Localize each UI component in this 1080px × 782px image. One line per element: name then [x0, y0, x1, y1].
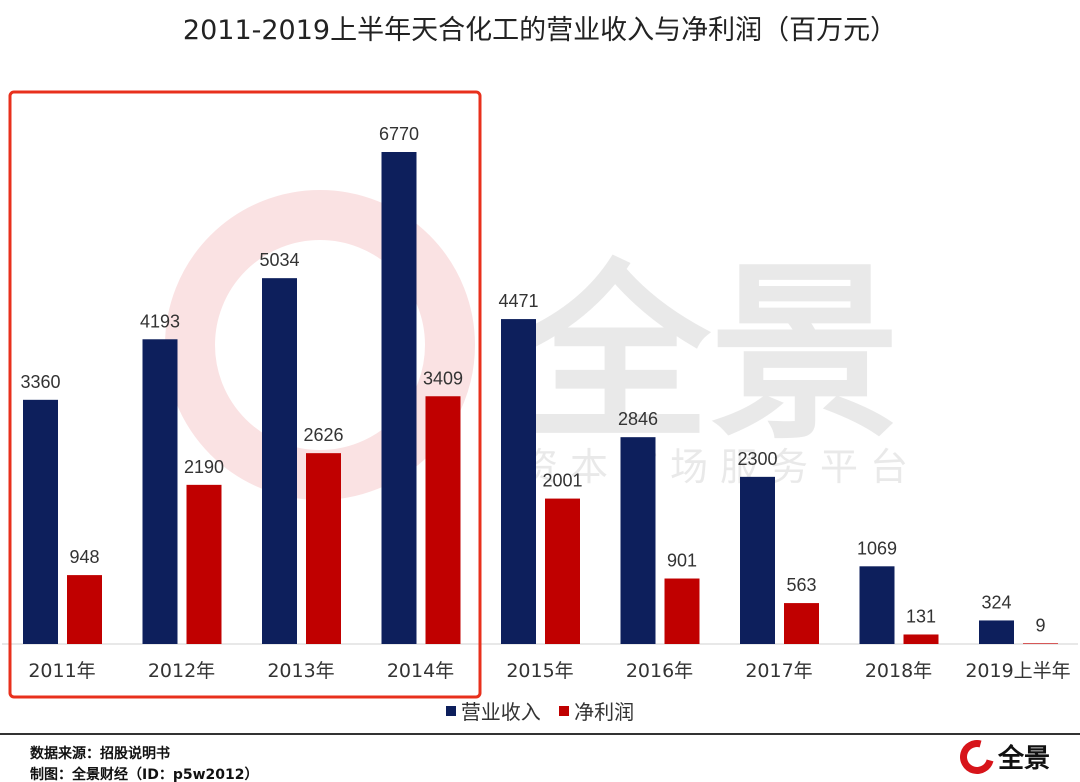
data-label: 9	[1035, 615, 1045, 635]
data-label: 3409	[423, 368, 463, 388]
data-label: 563	[786, 575, 816, 595]
data-label: 2001	[542, 471, 582, 491]
bar	[23, 399, 58, 644]
x-tick-label: 2019上半年	[965, 660, 1070, 682]
footer-divider	[0, 733, 1080, 735]
bar	[545, 498, 580, 644]
data-label: 131	[906, 606, 936, 626]
legend: 营业收入 净利润	[0, 696, 1080, 725]
data-label: 2300	[737, 449, 777, 469]
x-tick-label: 2018年	[865, 660, 932, 682]
data-label: 2190	[184, 457, 224, 477]
data-label: 1069	[857, 538, 897, 558]
data-label: 6770	[379, 124, 419, 144]
legend-item-revenue: 营业收入	[445, 696, 541, 725]
bar	[142, 339, 178, 644]
bar	[859, 566, 895, 644]
logo-icon	[953, 733, 1001, 780]
bar	[784, 603, 819, 644]
x-tick-label: 2012年	[148, 660, 215, 682]
x-tick-label: 2015年	[506, 660, 573, 682]
data-label: 948	[69, 547, 99, 567]
bar	[262, 278, 297, 644]
bar	[425, 396, 461, 644]
x-tick-label: 2011年	[28, 660, 95, 682]
bar	[501, 319, 536, 644]
highlight-box	[8, 90, 482, 699]
watermark-text: 全景	[519, 244, 900, 465]
x-tick-label: 2016年	[626, 660, 693, 682]
x-tick-label: 2013年	[267, 660, 334, 682]
source-note: 数据来源：招股说明书	[30, 746, 170, 762]
credit-note: 制图：全景财经（ID：p5w2012）	[30, 767, 259, 782]
bar	[740, 476, 775, 644]
bar	[664, 578, 700, 644]
x-tick-label: 2014年	[387, 660, 454, 682]
watermark-subtitle: 资本市场服务平台	[520, 445, 920, 489]
data-label: 5034	[259, 250, 299, 270]
bar	[979, 620, 1014, 644]
data-label: 324	[981, 592, 1011, 612]
bar	[381, 152, 417, 644]
brand-logo: 全景	[953, 733, 1050, 780]
chart-title: 2011-2019上半年天合化工的营业收入与净利润（百万元）	[182, 15, 898, 46]
data-label: 4193	[140, 311, 180, 331]
data-label: 2846	[618, 409, 658, 429]
bar	[186, 484, 222, 644]
data-label: 901	[667, 551, 697, 571]
data-label: 2626	[303, 425, 343, 445]
legend-swatch	[559, 705, 570, 716]
legend-item-profit: 净利润	[559, 696, 634, 725]
x-tick-label: 2017年	[745, 660, 812, 682]
data-label: 4471	[498, 291, 538, 311]
bar	[1023, 643, 1058, 644]
data-label: 3360	[20, 372, 60, 392]
legend-swatch	[445, 705, 456, 716]
bar	[620, 437, 656, 644]
bar	[67, 575, 102, 644]
bar	[306, 453, 341, 644]
logo-text: 全景	[997, 744, 1050, 774]
bar	[903, 634, 939, 644]
